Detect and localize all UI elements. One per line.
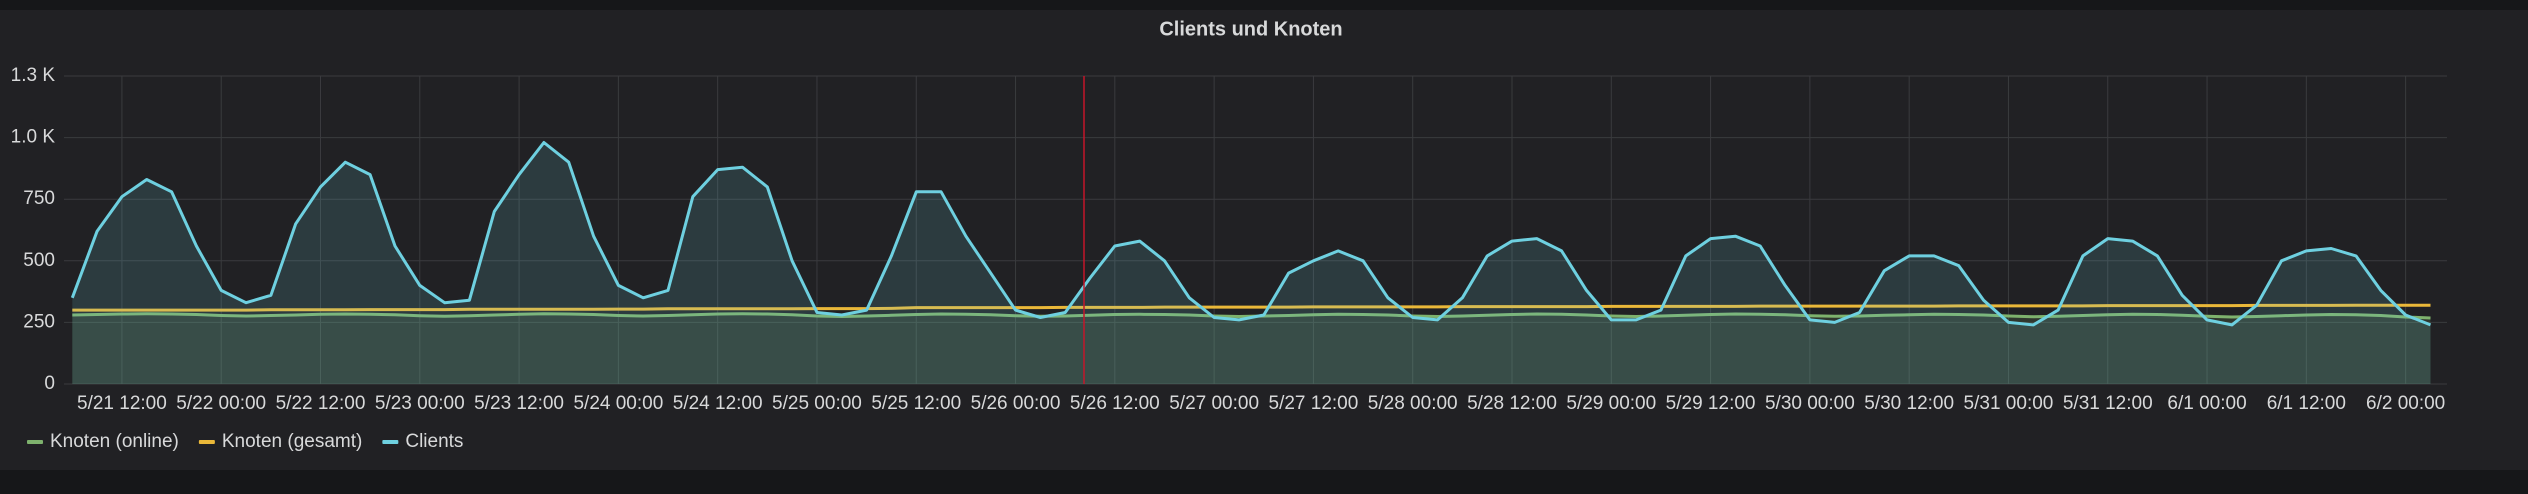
legend-label: Knoten (gesamt) — [222, 431, 362, 452]
x-tick-label: 5/27 00:00 — [1169, 393, 1259, 414]
x-tick-label: 5/30 00:00 — [1765, 393, 1855, 414]
y-tick-label: 1.0 K — [11, 127, 56, 148]
series-area — [72, 313, 2431, 384]
x-tick-label: 5/23 00:00 — [375, 393, 465, 414]
x-tick-label: 5/26 00:00 — [971, 393, 1061, 414]
x-tick-label: 5/28 00:00 — [1368, 393, 1458, 414]
legend-swatch — [382, 440, 399, 444]
axes: 0 250 500 750 1.0 K 1.3 K 5/21 12:00 5/22 00:00… — [11, 65, 2446, 414]
x-tick-label: 5/23 12:00 — [474, 393, 564, 414]
y-tick-label: 1.3 K — [11, 65, 56, 86]
x-tick-label: 5/25 00:00 — [772, 393, 862, 414]
y-tick-label: 0 — [44, 373, 55, 394]
x-tick-label: 5/30 12:00 — [1864, 393, 1954, 414]
x-tick-label: 5/28 12:00 — [1467, 393, 1557, 414]
x-tick-label: 5/25 12:00 — [871, 393, 961, 414]
legend-swatch — [27, 440, 43, 444]
legend: Knoten (online) Knoten (gesamt) Clients — [27, 431, 463, 452]
x-tick-label: 6/1 12:00 — [2267, 393, 2346, 414]
x-tick-label: 5/29 12:00 — [1666, 393, 1756, 414]
plot — [70, 141, 2432, 384]
chart-title: Clients und Knoten — [1159, 18, 1342, 40]
x-tick-label: 5/22 12:00 — [276, 393, 366, 414]
x-tick-label: 5/21 12:00 — [77, 393, 167, 414]
series-line — [70, 141, 2432, 327]
x-tick-label: 6/1 00:00 — [2167, 393, 2246, 414]
x-tick-label: 5/26 12:00 — [1070, 393, 1160, 414]
y-tick-label: 500 — [23, 250, 55, 271]
y-tick-label: 250 — [23, 311, 55, 332]
legend-swatch — [198, 440, 215, 444]
x-tick-label: 5/22 00:00 — [176, 393, 266, 414]
x-tick-label: 5/29 00:00 — [1566, 393, 1656, 414]
y-tick-label: 750 — [23, 188, 55, 209]
x-tick-label: 5/31 12:00 — [2063, 393, 2153, 414]
x-tick-label: 5/27 12:00 — [1269, 393, 1359, 414]
legend-label: Knoten (online) — [50, 431, 179, 452]
x-tick-label: 5/24 00:00 — [573, 393, 663, 414]
grid — [64, 75, 2447, 385]
series-area — [72, 142, 2431, 384]
x-tick-label: 5/24 12:00 — [673, 393, 763, 414]
x-tick-label: 6/2 00:00 — [2366, 393, 2445, 414]
x-tick-label: 5/31 00:00 — [1964, 393, 2054, 414]
legend-label: Clients — [405, 431, 463, 452]
series-line — [72, 303, 2431, 312]
